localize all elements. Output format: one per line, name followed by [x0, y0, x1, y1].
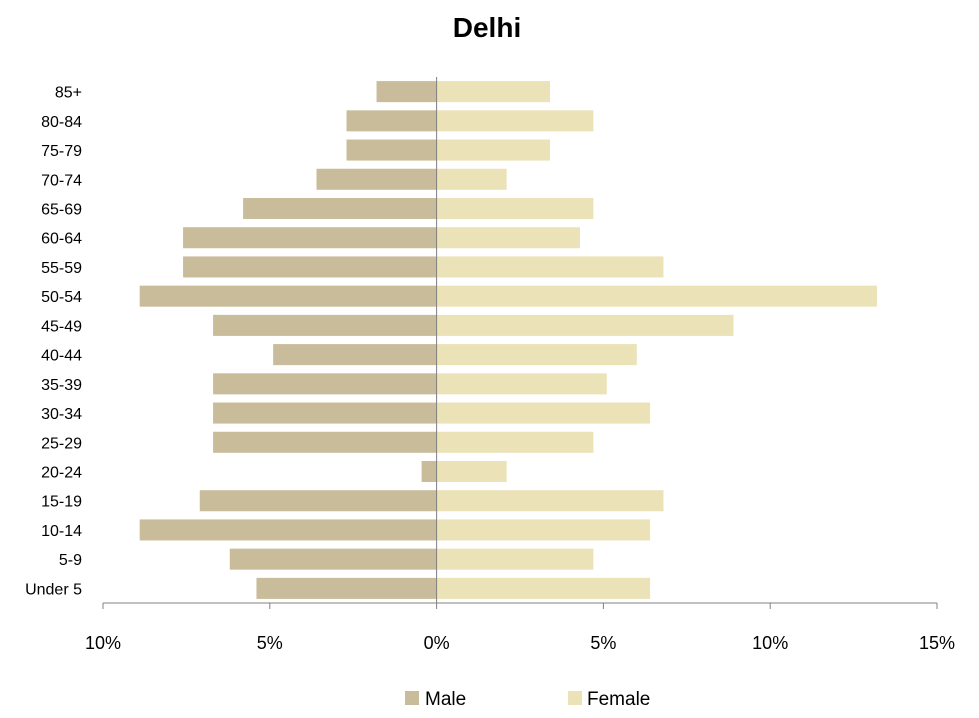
- bar-male-20-24: [421, 460, 437, 483]
- x-tick-label: 5%: [590, 633, 616, 653]
- bar-male-5-9: [229, 548, 437, 570]
- bar-female-30-34: [436, 402, 651, 424]
- category-label: 55-59: [41, 260, 82, 277]
- x-tick-label: 10%: [85, 633, 121, 653]
- category-label: 15-19: [41, 494, 82, 511]
- category-label: 70-74: [41, 172, 82, 189]
- bar-female-85+: [436, 81, 551, 103]
- category-label: 30-34: [41, 406, 82, 423]
- bar-female-25-29: [436, 431, 594, 453]
- bar-female-5-9: [436, 548, 594, 570]
- category-label: 85+: [55, 85, 82, 102]
- legend-swatch-female: [568, 691, 582, 705]
- x-axis: 10% 5% 0% 5% 10% 15%: [85, 602, 955, 653]
- category-label: Under 5: [25, 581, 82, 598]
- x-tick-label: 10%: [752, 633, 788, 653]
- category-label: 80-84: [41, 114, 82, 131]
- bar-female-60-64: [436, 227, 581, 249]
- legend-swatch-male: [405, 691, 419, 705]
- bar-male-55-59: [183, 256, 437, 278]
- bar-male-80-84: [346, 110, 437, 132]
- bar-male-10-14: [139, 519, 437, 541]
- legend-label-female: Female: [587, 689, 650, 710]
- bar-male-70-74: [316, 168, 437, 190]
- chart-title: Delhi: [453, 12, 521, 43]
- bar-female-10-14: [436, 519, 651, 541]
- category-label: 65-69: [41, 202, 82, 219]
- x-tick-label: 0%: [424, 633, 450, 653]
- category-label: 10-14: [41, 523, 82, 540]
- category-label: 5-9: [59, 552, 82, 569]
- legend: Male Female: [405, 689, 650, 710]
- bar-male-65-69: [243, 197, 437, 220]
- bar-male-Under 5: [256, 577, 437, 599]
- category-label: 50-54: [41, 289, 82, 306]
- bar-female-35-39: [436, 373, 607, 395]
- category-label: 35-39: [41, 377, 82, 394]
- bar-male-15-19: [199, 490, 437, 512]
- bar-female-15-19: [436, 490, 664, 512]
- category-label: 60-64: [41, 231, 82, 248]
- bar-male-50-54: [139, 285, 437, 307]
- category-label: 25-29: [41, 435, 82, 452]
- x-tick-label: 15%: [919, 633, 955, 653]
- bar-female-45-49: [436, 314, 734, 336]
- bar-male-40-44: [273, 344, 437, 366]
- category-label: 45-49: [41, 318, 82, 335]
- bar-female-80-84: [436, 110, 594, 132]
- category-label: 75-79: [41, 143, 82, 160]
- bar-male-75-79: [346, 139, 437, 161]
- bar-female-20-24: [436, 460, 507, 483]
- bar-male-35-39: [213, 373, 437, 395]
- bar-male-30-34: [213, 402, 437, 424]
- bar-male-85+: [376, 81, 437, 103]
- bar-male-60-64: [183, 227, 437, 249]
- legend-label-male: Male: [425, 689, 466, 710]
- bar-female-Under 5: [436, 577, 651, 599]
- bar-female-75-79: [436, 139, 551, 161]
- bars-group: [139, 81, 877, 599]
- bar-female-65-69: [436, 197, 594, 220]
- bar-male-25-29: [213, 431, 437, 453]
- category-label: 20-24: [41, 465, 82, 482]
- category-label: 40-44: [41, 348, 82, 365]
- x-tick-label: 5%: [257, 633, 283, 653]
- bar-male-45-49: [213, 314, 437, 336]
- bar-female-70-74: [436, 168, 507, 190]
- bar-female-50-54: [436, 285, 877, 307]
- bar-female-40-44: [436, 344, 637, 366]
- category-labels: 85+ 80-84 75-79 70-74 65-69 60-64 55-59 50-54 45…: [25, 85, 82, 599]
- bar-female-55-59: [436, 256, 664, 278]
